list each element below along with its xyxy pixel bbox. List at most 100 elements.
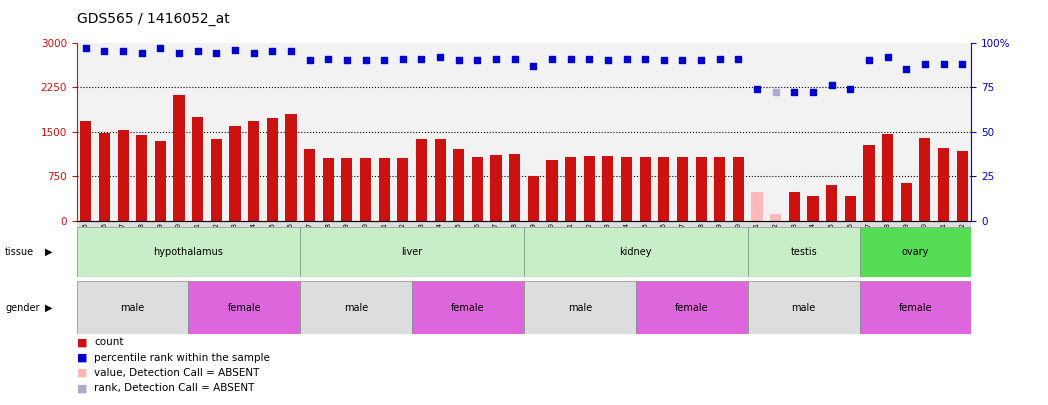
Text: male: male — [344, 303, 368, 313]
Bar — [546, 160, 558, 221]
Bar — [285, 114, 297, 221]
Bar — [639, 157, 651, 221]
Point — [114, 48, 131, 55]
Bar — [919, 138, 931, 221]
Bar — [900, 183, 912, 221]
Point — [78, 45, 94, 51]
Bar — [859, 281, 971, 334]
Bar — [416, 139, 427, 221]
Bar — [192, 117, 203, 221]
Bar — [378, 158, 390, 221]
Bar — [770, 213, 782, 221]
Point — [618, 55, 635, 62]
Text: ■: ■ — [77, 368, 87, 378]
Bar — [189, 281, 300, 334]
Bar — [117, 130, 129, 221]
Point — [599, 57, 616, 64]
Text: percentile rank within the sample: percentile rank within the sample — [94, 353, 270, 362]
Bar — [136, 135, 148, 221]
Point — [525, 62, 542, 69]
Point — [96, 48, 113, 55]
Bar — [845, 196, 856, 221]
Bar — [957, 151, 967, 221]
Point — [394, 55, 411, 62]
Bar — [584, 156, 595, 221]
Text: male: male — [791, 303, 815, 313]
Bar — [412, 281, 524, 334]
Bar — [603, 156, 613, 221]
Point — [413, 55, 430, 62]
Bar — [658, 157, 670, 221]
Text: ▶: ▶ — [45, 303, 52, 313]
Text: ■: ■ — [77, 384, 87, 393]
Point — [339, 57, 355, 64]
Bar — [524, 227, 748, 277]
Text: female: female — [899, 303, 933, 313]
Point — [712, 55, 728, 62]
Bar — [453, 149, 464, 221]
Point — [693, 57, 709, 64]
Point — [674, 57, 691, 64]
Point — [824, 82, 840, 89]
Text: ovary: ovary — [902, 247, 930, 257]
Bar — [636, 281, 748, 334]
Point — [748, 85, 765, 92]
Point — [562, 55, 578, 62]
Bar — [230, 126, 241, 221]
Point — [730, 55, 747, 62]
Point — [487, 55, 504, 62]
Point — [581, 55, 597, 62]
Bar — [859, 227, 971, 277]
Bar — [807, 196, 818, 221]
Text: gender: gender — [5, 303, 40, 313]
Point — [301, 57, 318, 64]
Text: liver: liver — [401, 247, 422, 257]
Point — [506, 55, 523, 62]
Text: female: female — [452, 303, 485, 313]
Bar — [864, 145, 874, 221]
Point — [320, 55, 336, 62]
Bar — [826, 185, 837, 221]
Text: value, Detection Call = ABSENT: value, Detection Call = ABSENT — [94, 368, 260, 378]
Bar — [435, 139, 445, 221]
Text: male: male — [568, 303, 592, 313]
Bar — [77, 281, 189, 334]
Point — [805, 89, 822, 96]
Point — [655, 57, 672, 64]
Bar — [300, 281, 412, 334]
Bar — [81, 121, 91, 221]
Point — [376, 57, 393, 64]
Bar — [490, 156, 502, 221]
Point — [152, 45, 169, 51]
Text: kidney: kidney — [619, 247, 652, 257]
Point — [226, 47, 243, 53]
Bar — [528, 176, 539, 221]
Text: male: male — [121, 303, 145, 313]
Point — [842, 85, 858, 92]
Text: GDS565 / 1416052_at: GDS565 / 1416052_at — [77, 12, 230, 26]
Point — [133, 50, 150, 56]
Bar — [300, 227, 524, 277]
Point — [283, 48, 300, 55]
Bar — [77, 227, 300, 277]
Bar — [342, 158, 352, 221]
Bar — [938, 148, 949, 221]
Point — [451, 57, 467, 64]
Text: rank, Detection Call = ABSENT: rank, Detection Call = ABSENT — [94, 384, 255, 393]
Text: ■: ■ — [77, 353, 87, 362]
Point — [767, 89, 784, 96]
Point — [954, 61, 970, 67]
Point — [935, 61, 952, 67]
Bar — [882, 134, 893, 221]
Text: testis: testis — [790, 247, 817, 257]
Bar — [304, 149, 315, 221]
Bar — [789, 192, 800, 221]
Point — [470, 57, 486, 64]
Text: female: female — [227, 303, 261, 313]
Text: tissue: tissue — [5, 247, 35, 257]
Text: count: count — [94, 337, 124, 347]
Bar — [211, 139, 222, 221]
Bar — [621, 157, 632, 221]
Bar — [509, 153, 520, 221]
Point — [208, 50, 224, 56]
